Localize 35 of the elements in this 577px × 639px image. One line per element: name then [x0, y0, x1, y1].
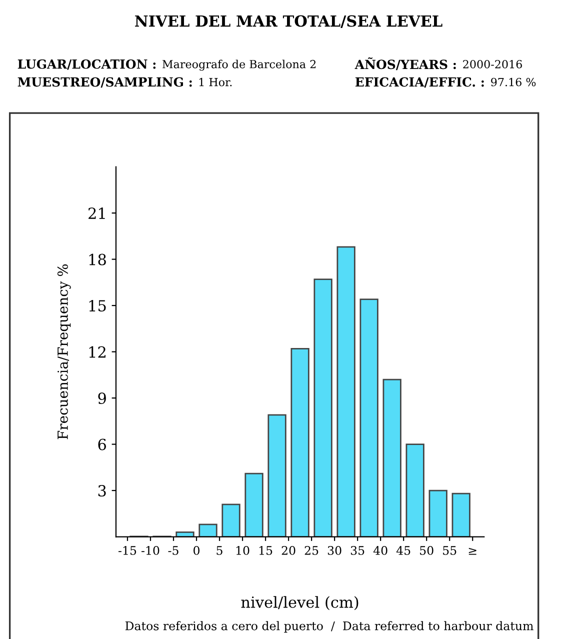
- text: 2000-2016: [463, 60, 522, 68]
- x-axis-title: nivel/level (cm): [241, 596, 358, 610]
- x-tick-label: 20: [282, 546, 296, 555]
- x-tick-label: ≥: [468, 548, 476, 555]
- text: EFICACIA/EFFIC. :: [355, 77, 484, 88]
- y-tick-label: 18: [89, 254, 106, 266]
- x-tick-label: 45: [396, 546, 410, 555]
- y-tick-label: 6: [98, 438, 106, 450]
- x-tick-label: 55: [443, 546, 456, 555]
- y-tick-label: 21: [88, 207, 105, 219]
- y-tick-label: 9: [98, 392, 106, 404]
- y-tick-label: 15: [89, 300, 106, 312]
- x-tick-label: 10: [236, 546, 250, 555]
- x-tick-label: -10: [142, 546, 160, 555]
- text: 1 Hor.: [199, 78, 232, 86]
- text: MUESTREO/SAMPLING :: [18, 77, 192, 88]
- x-tick-label: 50: [420, 546, 434, 555]
- x-tick-label: -15: [118, 546, 136, 555]
- x-tick-label: 5: [216, 546, 222, 555]
- x-tick-label: 35: [350, 546, 364, 555]
- y-tick-label: 12: [89, 346, 106, 358]
- chart-title: NIVEL DEL MAR TOTAL/SEA LEVEL: [135, 15, 442, 28]
- x-tick-label: -5: [168, 546, 178, 555]
- x-tick-label: 25: [304, 546, 318, 555]
- x-tick-label: 30: [328, 546, 342, 555]
- x-tick-label: 40: [373, 546, 388, 555]
- text: Datos referidos a cero del puerto / Data referred to harbour datum: [125, 621, 534, 633]
- text: AÑOS/YEARS :: [354, 57, 456, 70]
- y-axis-title: Frecuencia/Frequency %: [57, 264, 71, 440]
- text: 97.16 %: [491, 78, 536, 86]
- text: Mareografo de Barcelona 2: [162, 60, 316, 71]
- text: LUGAR/LOCATION :: [18, 59, 156, 70]
- y-tick-label: 3: [98, 484, 106, 497]
- x-tick-label: 15: [259, 546, 272, 555]
- x-tick-label: 0: [194, 546, 200, 555]
